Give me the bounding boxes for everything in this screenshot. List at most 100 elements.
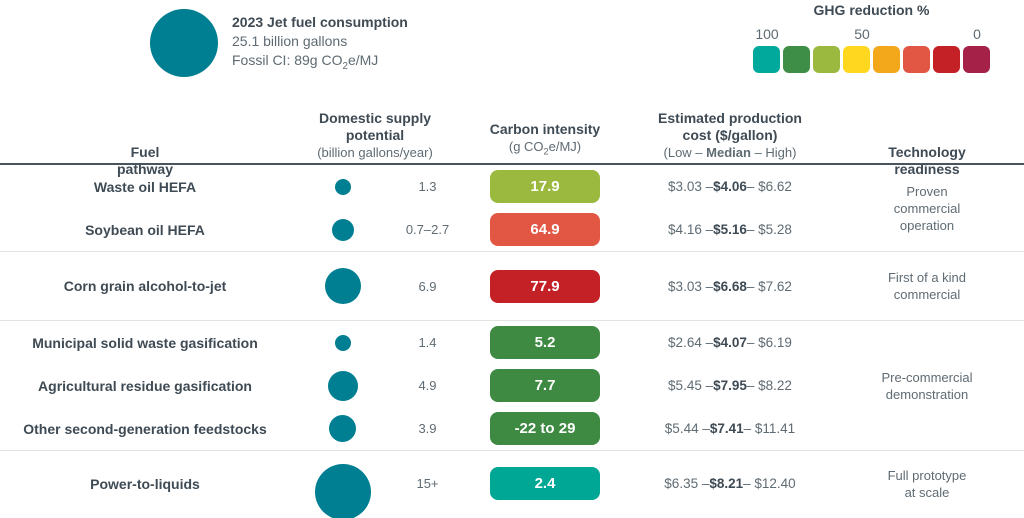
ghg-color-swatch [933, 46, 960, 73]
header-domestic-supply-unit: (billion gallons/year) [317, 145, 433, 160]
supply-bubble [327, 370, 358, 401]
header-divider-line [0, 163, 1024, 165]
ci-unit-subscript: 2 [543, 147, 549, 157]
production-cost: $5.45 – $7.95 – $8.22 [630, 364, 830, 407]
cost-range-low: (Low – [663, 145, 707, 160]
supply-bubble-cell [290, 208, 395, 251]
cost-low: $3.03 – [668, 278, 714, 294]
header-carbon-intensity: Carbon intensity (g CO2e/MJ) [460, 104, 630, 184]
cost-range-median: Median [706, 145, 751, 160]
supply-bubble-cell [290, 321, 395, 364]
cost-high: – $8.22 [746, 378, 792, 393]
production-cost: $6.35 – $8.21 – $12.40 [630, 451, 830, 516]
technology-readiness-label: Full prototype at scale [887, 467, 967, 500]
cost-low: $4.16 – [668, 222, 714, 237]
ghg-tick-0: 0 [973, 26, 981, 42]
cost-low: $5.45 – [668, 378, 714, 393]
cost-high: – $12.40 [743, 476, 796, 491]
carbon-intensity-badge: 2.4 [490, 467, 600, 500]
ghg-color-swatch [903, 46, 930, 73]
pathway-group: Municipal solid waste gasification 1.4 5.2… [0, 320, 1024, 450]
carbon-intensity-badge: -22 to 29 [490, 412, 600, 445]
technology-readiness-label: First of a kind commercial [887, 270, 967, 302]
carbon-intensity-cell: 2.4 [460, 451, 630, 516]
supply-bubble [324, 268, 361, 304]
pathway-group: Power-to-liquids 15+ 2.4 $6.35 – $8.21 – $1… [0, 450, 1024, 518]
cost-median: $7.41 [709, 421, 744, 436]
header-production-cost: Estimated production cost ($/gallon) (Lo… [630, 93, 830, 184]
consumption-fossil-ci: Fossil CI: 89g CO2e/MJ [232, 51, 408, 76]
ghg-tick-100: 100 [755, 26, 779, 42]
cost-high: – $6.62 [746, 179, 792, 194]
co2-subscript: 2 [342, 60, 348, 72]
supply-value: 0.7–2.7 [405, 222, 450, 237]
ghg-color-swatch [783, 46, 810, 73]
technology-readiness-label: Pre-commercial demonstration [881, 369, 973, 402]
technology-readiness-label: Proven commercial operation [893, 183, 961, 233]
fuel-pathway-label: Corn grain alcohol-to-jet [63, 278, 227, 294]
header-production-cost-main: Estimated production cost ($/gallon) [658, 110, 802, 143]
carbon-intensity-cell: 7.7 [460, 364, 630, 407]
supply-bubble-cell [290, 252, 395, 320]
cost-median: $4.07 [713, 335, 747, 350]
cost-low: $2.64 – [668, 335, 714, 350]
production-cost: $5.44 – $7.41 – $11.41 [630, 407, 830, 450]
jet-fuel-consumption-legend: 2023 Jet fuel consumption 25.1 billion g… [150, 9, 408, 77]
carbon-intensity-badge: 7.7 [490, 369, 600, 402]
pathway-group: Waste oil HEFA 1.3 17.9 $3.03 – $4.06 – $6.… [0, 165, 1024, 251]
fuel-pathway-label: Waste oil HEFA [93, 178, 197, 195]
cost-low: $3.03 – [668, 179, 714, 194]
cost-median: $8.21 [709, 476, 744, 491]
fuel-pathway-label: Municipal solid waste gasification [32, 334, 258, 351]
supply-value: 1.4 [418, 335, 437, 350]
table-body: Waste oil HEFA 1.3 17.9 $3.03 – $4.06 – $6.… [0, 165, 1024, 518]
ci-unit-post: e/MJ) [548, 139, 582, 155]
carbon-intensity-cell: 77.9 [460, 252, 630, 320]
supply-value: 3.9 [418, 421, 437, 436]
header-carbon-intensity-main: Carbon intensity [489, 121, 601, 138]
consumption-volume: 25.1 billion gallons [232, 33, 348, 49]
cost-low: $5.44 – [664, 421, 710, 436]
cost-median: $7.95 [713, 378, 747, 393]
cost-range-high: – High) [750, 145, 797, 160]
header-production-cost-range: (Low – Median – High) [630, 144, 830, 161]
fuel-pathway-label: Other second-generation feedstocks [23, 420, 267, 437]
production-cost: $2.64 – $4.07 – $6.19 [630, 321, 830, 364]
carbon-intensity-badge: 64.9 [490, 213, 600, 246]
carbon-intensity-badge: 17.9 [490, 170, 600, 203]
cost-low: $6.35 – [664, 476, 710, 491]
header-technology-readiness: Technology readiness [888, 144, 966, 177]
supply-value: 1.3 [418, 179, 437, 194]
ghg-color-scale [753, 46, 990, 73]
fuel-pathway-label: Power-to-liquids [90, 475, 200, 492]
supply-bubble [331, 218, 354, 241]
header-domestic-supply: Domestic supply potential (billion gallo… [290, 93, 460, 184]
carbon-intensity-badge: 5.2 [490, 326, 600, 359]
ghg-color-swatch [873, 46, 900, 73]
supply-bubble-cell [290, 407, 395, 450]
consumption-bubble [150, 9, 218, 77]
supply-bubble-cell [290, 451, 395, 518]
production-cost: $3.03 – $4.06 – $6.62 [630, 165, 830, 208]
ghg-color-swatch [813, 46, 840, 73]
supply-bubble [314, 463, 371, 518]
cost-median: $6.68 [713, 278, 747, 294]
carbon-intensity-cell: 5.2 [460, 321, 630, 364]
carbon-intensity-badge: 77.9 [490, 269, 600, 303]
supply-bubble-cell [290, 364, 395, 407]
cost-high: – $5.28 [746, 222, 792, 237]
cost-median: $4.06 [713, 179, 747, 194]
consumption-title: 2023 Jet fuel consumption [232, 14, 408, 30]
ghg-color-swatch [753, 46, 780, 73]
supply-bubble [329, 415, 356, 442]
header-carbon-intensity-unit: (g CO2e/MJ) [460, 138, 630, 161]
ghg-tick-50: 50 [854, 26, 870, 42]
supply-value: 15+ [416, 476, 439, 491]
carbon-intensity-cell: 17.9 [460, 165, 630, 208]
carbon-intensity-cell: 64.9 [460, 208, 630, 251]
fuel-pathway-label: Agricultural residue gasification [38, 377, 252, 394]
ghg-color-swatch [843, 46, 870, 73]
ghg-color-swatch [963, 46, 990, 73]
ghg-legend-ticks: 100 50 0 [753, 26, 990, 42]
